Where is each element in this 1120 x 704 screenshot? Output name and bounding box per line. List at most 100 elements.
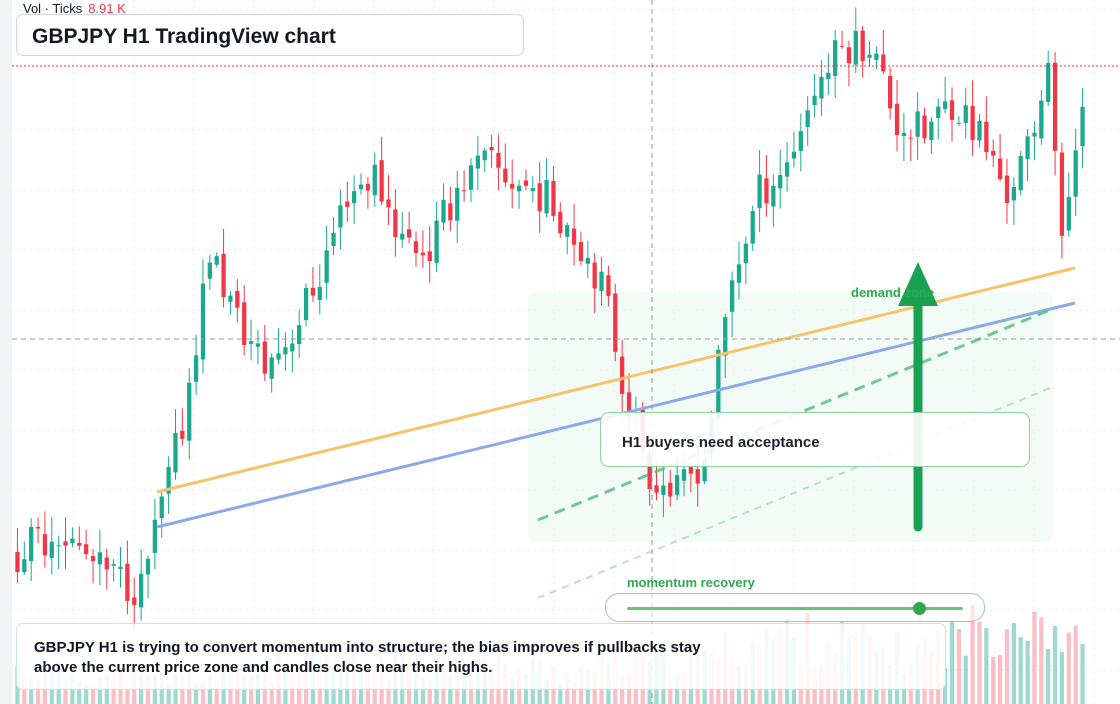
momentum-slider[interactable] <box>605 593 985 622</box>
candle <box>874 46 879 69</box>
candle-body <box>482 150 487 161</box>
volume-bar <box>427 679 432 704</box>
volume-bar <box>242 676 247 704</box>
candle <box>1004 158 1010 224</box>
volume-bar <box>468 676 474 704</box>
candle-body <box>956 122 962 124</box>
candle <box>805 96 810 146</box>
candle <box>984 96 989 161</box>
candle-body <box>125 563 130 601</box>
candle-body <box>764 178 769 204</box>
volume-bar <box>970 604 975 704</box>
candle <box>743 236 748 285</box>
candle <box>276 328 281 365</box>
candle-body <box>70 538 75 544</box>
volume-bar <box>29 679 34 704</box>
candle <box>406 211 412 244</box>
volume-bar <box>997 654 1003 704</box>
volume-bar <box>544 678 549 704</box>
candle-body <box>214 256 219 265</box>
candle <box>393 188 398 257</box>
candle-body <box>888 75 893 109</box>
volume-bar <box>558 683 563 704</box>
candle-body <box>743 243 748 264</box>
candle-body <box>269 357 274 379</box>
candle <box>812 73 817 118</box>
candle-body <box>668 482 673 497</box>
candle <box>565 222 570 255</box>
candle <box>338 189 343 250</box>
candle-body <box>592 262 597 289</box>
momentum-knob[interactable] <box>913 602 927 615</box>
candle-body <box>874 53 879 60</box>
analysis-note-text: GBPJPY H1 is trying to convert momentum … <box>34 639 701 676</box>
candle-body <box>613 293 618 352</box>
acceptance-callout[interactable]: H1 buyers need acceptance <box>600 412 1030 467</box>
candle <box>654 462 659 501</box>
candle <box>922 108 927 143</box>
candle-body <box>63 541 68 546</box>
volume-bar <box>193 683 199 704</box>
candle-body <box>1052 62 1058 151</box>
drawing-toolbar[interactable] <box>0 0 12 704</box>
candle <box>791 131 797 168</box>
candle <box>736 241 742 300</box>
candle <box>1018 151 1023 196</box>
candle-body <box>461 190 467 192</box>
candle-body <box>908 137 913 139</box>
candle <box>262 325 267 382</box>
candle <box>860 25 865 78</box>
candle <box>1032 121 1037 161</box>
volume-bar <box>1066 632 1071 704</box>
volume-bar <box>1039 617 1044 704</box>
candle <box>152 498 158 570</box>
candle-body <box>716 349 721 420</box>
candle <box>510 159 515 209</box>
candle <box>97 529 103 586</box>
candle-body <box>1080 106 1085 147</box>
candle-body <box>145 558 151 575</box>
candle <box>901 112 907 161</box>
candles <box>15 7 1085 630</box>
candle-body <box>970 105 975 141</box>
candle <box>448 186 453 232</box>
candle <box>283 332 288 371</box>
candle-body <box>599 271 604 292</box>
candle <box>888 67 893 120</box>
candle <box>729 271 735 337</box>
volume-bar <box>668 678 673 704</box>
candle <box>764 155 769 217</box>
candle <box>668 469 673 507</box>
candle-body <box>207 262 212 279</box>
candle-body <box>723 317 728 356</box>
candle <box>386 175 391 225</box>
candle-body <box>427 251 432 262</box>
candle-body <box>805 110 810 128</box>
candle-body <box>551 180 556 216</box>
candle <box>255 329 261 365</box>
candle <box>503 143 508 188</box>
volume-bar <box>977 621 982 704</box>
candle-body <box>977 121 982 141</box>
candle <box>145 555 151 599</box>
candle-body <box>372 164 377 196</box>
candle-body <box>606 275 611 296</box>
candle-body <box>400 233 405 240</box>
candle <box>1025 129 1030 182</box>
candle <box>1080 88 1085 169</box>
candle <box>70 527 75 548</box>
volume-legend: Vol · Ticks 8.91 K <box>23 1 126 16</box>
candle <box>84 529 89 560</box>
candle-body <box>22 559 27 573</box>
volume-bar <box>386 679 391 704</box>
candle-body <box>510 183 515 189</box>
candle <box>77 526 82 550</box>
candle-body <box>200 283 206 360</box>
candle <box>427 226 432 283</box>
candle <box>248 319 254 361</box>
volume-bar <box>70 676 75 704</box>
volume-bar <box>1059 651 1065 704</box>
candle-body <box>352 191 357 204</box>
candle <box>867 41 872 67</box>
